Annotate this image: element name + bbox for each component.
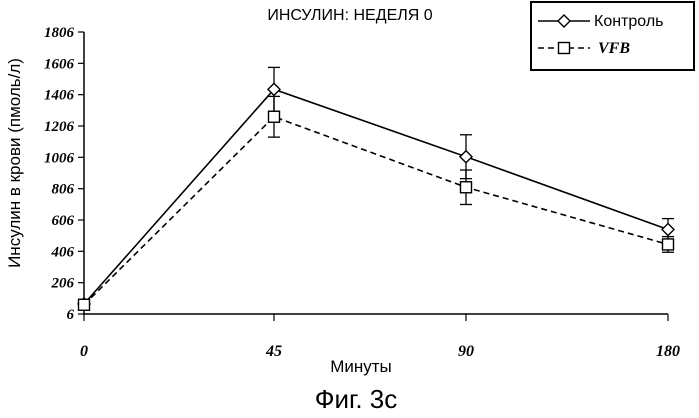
legend-label-vfb: VFB: [598, 40, 630, 57]
legend-label-control: Контроль: [594, 13, 664, 30]
y-tick-label: 1006: [44, 150, 75, 166]
x-tick-label: 180: [656, 343, 680, 360]
y-tick-label: 1406: [44, 88, 75, 104]
y-tick-label: 806: [52, 182, 75, 198]
x-tick-label: 90: [458, 343, 474, 360]
y-axis-ticks: 6 206 406 606 806 1006 1206 1406 1606 1806: [44, 25, 84, 323]
data-point-square: [461, 182, 472, 193]
y-tick-label: 1806: [44, 25, 75, 41]
data-point-square: [663, 239, 674, 250]
y-axis-label: Инсулин в крови (пмоль/л): [5, 58, 24, 268]
axes: [84, 32, 668, 314]
x-tick-label: 45: [265, 343, 282, 360]
series-1: [78, 67, 674, 310]
series-2: [79, 96, 675, 310]
data-point-diamond: [662, 224, 674, 236]
figure-caption: Фиг. 3с: [315, 384, 398, 414]
data-point-square: [79, 299, 90, 310]
data-point-square: [269, 111, 280, 122]
y-tick-label: 406: [51, 244, 75, 260]
series-line: [84, 89, 668, 304]
legend: Контроль VFB: [531, 2, 694, 70]
y-tick-label: 606: [52, 213, 75, 229]
series-layer: [78, 67, 674, 310]
x-tick-label: 0: [80, 343, 88, 360]
series-line: [84, 117, 668, 305]
x-axis-ticks: 0 45 90 180: [80, 314, 680, 360]
y-tick-label: 206: [51, 276, 75, 292]
y-tick-label: 6: [67, 307, 75, 323]
legend-marker-square: [559, 43, 570, 54]
data-point-diamond: [460, 151, 472, 163]
x-axis-label: Минуты: [330, 357, 392, 376]
y-tick-label: 1206: [44, 119, 75, 135]
y-tick-label: 1606: [44, 56, 75, 72]
chart-title: ИНСУЛИН: НЕДЕЛЯ 0: [267, 7, 432, 24]
